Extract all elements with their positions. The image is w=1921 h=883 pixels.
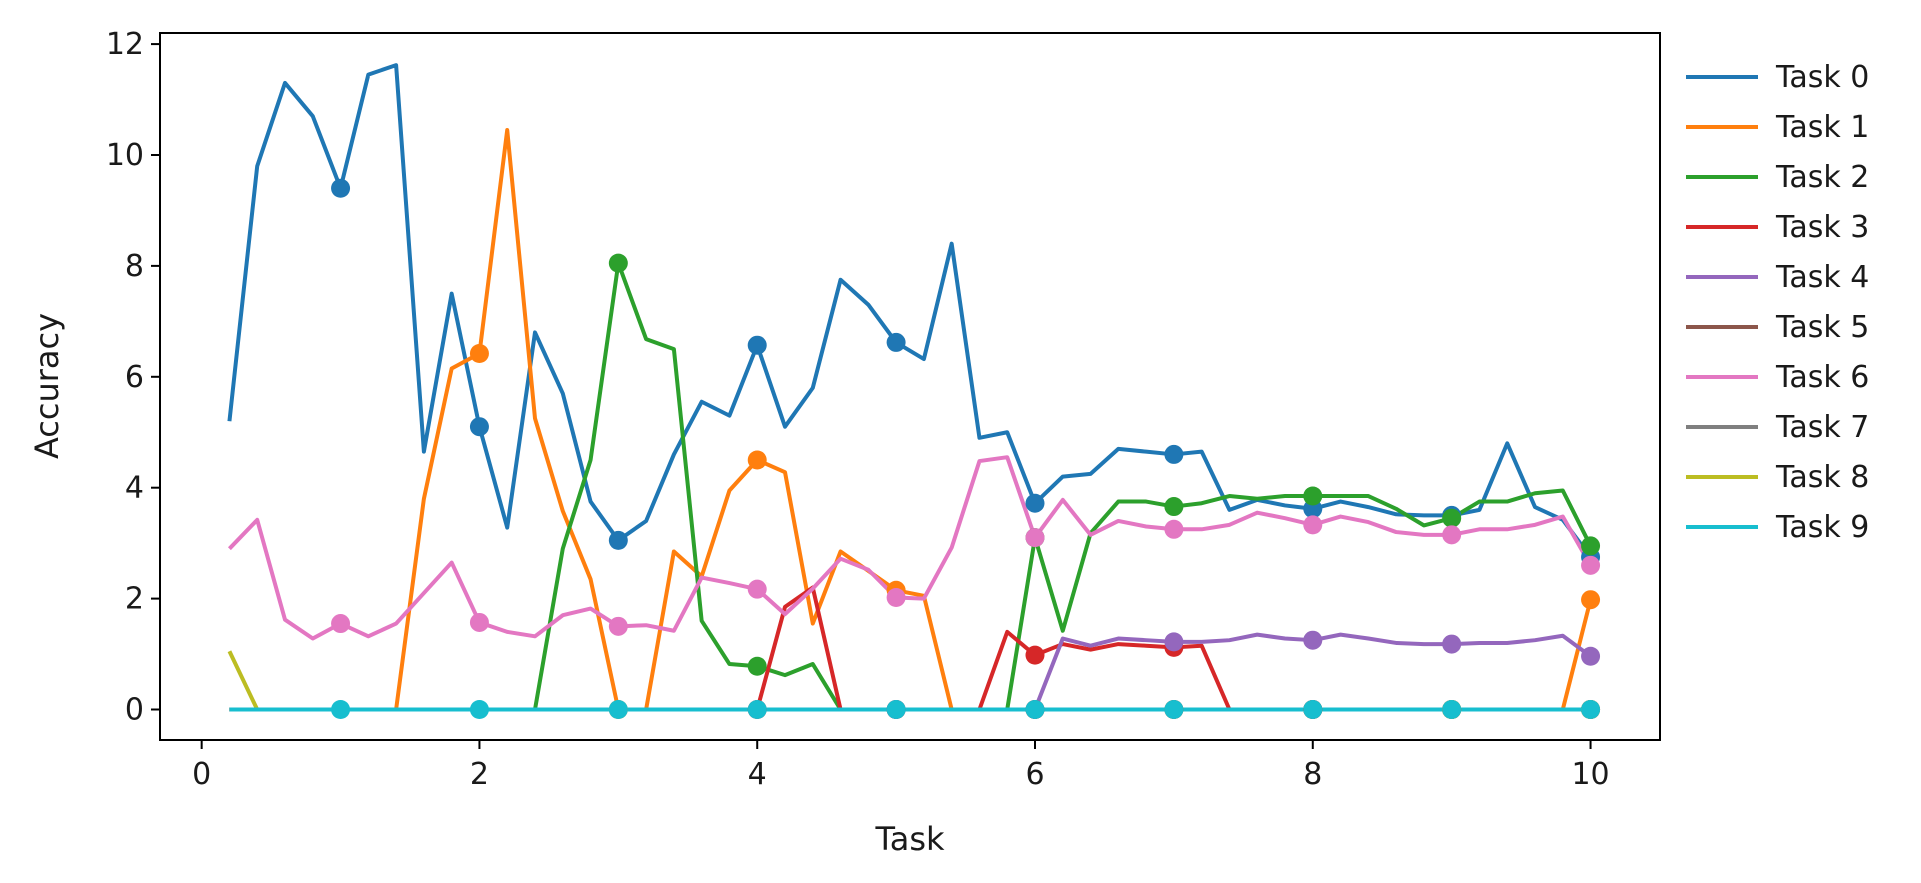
marker-layer: [331, 178, 1601, 719]
legend-label-task-7: Task 7: [1775, 410, 1869, 445]
data-point-task-1: [747, 450, 767, 470]
data-point-task-6: [1025, 528, 1045, 548]
x-tick-label: 8: [1303, 757, 1322, 792]
legend-label-task-9: Task 9: [1775, 510, 1869, 545]
data-point-task-6: [1581, 555, 1601, 575]
data-point-task-6: [1442, 525, 1462, 545]
data-point-task-9: [886, 700, 906, 719]
data-point-task-4: [1581, 646, 1601, 666]
data-point-task-6: [1164, 519, 1184, 539]
data-point-task-9: [1025, 700, 1045, 719]
data-point-task-4: [1442, 634, 1462, 654]
data-point-task-6: [886, 587, 906, 607]
data-point-task-1: [1581, 590, 1601, 610]
data-point-task-9: [1581, 700, 1601, 719]
data-point-task-0: [608, 530, 628, 550]
data-point-task-2: [1164, 497, 1184, 517]
series-layer: [227, 63, 1593, 712]
legend-label-task-3: Task 3: [1775, 210, 1869, 245]
legend-label-task-1: Task 1: [1775, 110, 1869, 145]
data-point-task-9: [1303, 700, 1323, 719]
series-line-task-0: [227, 63, 1593, 559]
legend-label-task-0: Task 0: [1775, 60, 1869, 95]
x-tick-label: 6: [1025, 757, 1044, 792]
y-tick-label: 6: [125, 360, 144, 395]
data-point-task-6: [608, 616, 628, 636]
legend: Task 0 Task 1 Task 2 Task 3 Task 4 Task 5 Task…: [1686, 60, 1869, 545]
legend-label-task-4: Task 4: [1775, 260, 1869, 295]
data-point-task-0: [1164, 444, 1184, 464]
data-point-task-6: [469, 612, 489, 632]
legend-label-task-8: Task 8: [1775, 460, 1869, 495]
x-tick-label: 10: [1571, 757, 1609, 792]
data-point-task-2: [1581, 536, 1601, 556]
data-point-task-9: [747, 700, 767, 719]
data-point-task-1: [469, 344, 489, 364]
data-point-task-3: [1025, 645, 1045, 665]
x-tick-label: 4: [748, 757, 767, 792]
data-point-task-0: [1025, 493, 1045, 513]
y-tick-label: 12: [106, 27, 144, 62]
legend-label-task-6: Task 6: [1775, 360, 1869, 395]
y-tick-label: 4: [125, 471, 144, 506]
data-point-task-0: [747, 335, 767, 355]
data-point-task-6: [1303, 515, 1323, 535]
x-tick-label: 2: [470, 757, 489, 792]
data-point-task-9: [1164, 700, 1184, 719]
y-tick-label: 2: [125, 582, 144, 617]
data-point-task-2: [1442, 508, 1462, 528]
data-point-task-9: [331, 700, 351, 719]
data-point-task-0: [331, 178, 351, 198]
plot-frame: [159, 32, 1661, 741]
data-point-task-4: [1303, 630, 1323, 650]
data-point-task-2: [608, 253, 628, 273]
y-tick-label: 0: [125, 693, 144, 728]
data-point-task-0: [469, 417, 489, 437]
data-point-task-6: [747, 579, 767, 599]
data-point-task-4: [1164, 632, 1184, 652]
y-axis-ticks: 0 2 4 6 8 10 12: [106, 27, 160, 728]
data-point-task-9: [469, 700, 489, 719]
data-point-task-2: [1303, 486, 1323, 506]
data-point-task-9: [608, 700, 628, 719]
legend-label-task-5: Task 5: [1775, 310, 1869, 345]
legend-label-task-2: Task 2: [1775, 160, 1869, 195]
series-line-task-6: [227, 455, 1593, 641]
data-point-task-2: [747, 656, 767, 676]
x-axis-label: Task: [874, 820, 945, 858]
data-point-task-0: [886, 332, 906, 352]
y-axis-label: Accuracy: [28, 313, 66, 459]
x-axis-ticks: 0 2 4 6 8 10: [192, 740, 1610, 792]
data-point-task-6: [331, 614, 351, 634]
y-tick-label: 8: [125, 249, 144, 284]
y-tick-label: 10: [106, 138, 144, 173]
x-tick-label: 0: [192, 757, 211, 792]
data-point-task-9: [1442, 700, 1462, 719]
